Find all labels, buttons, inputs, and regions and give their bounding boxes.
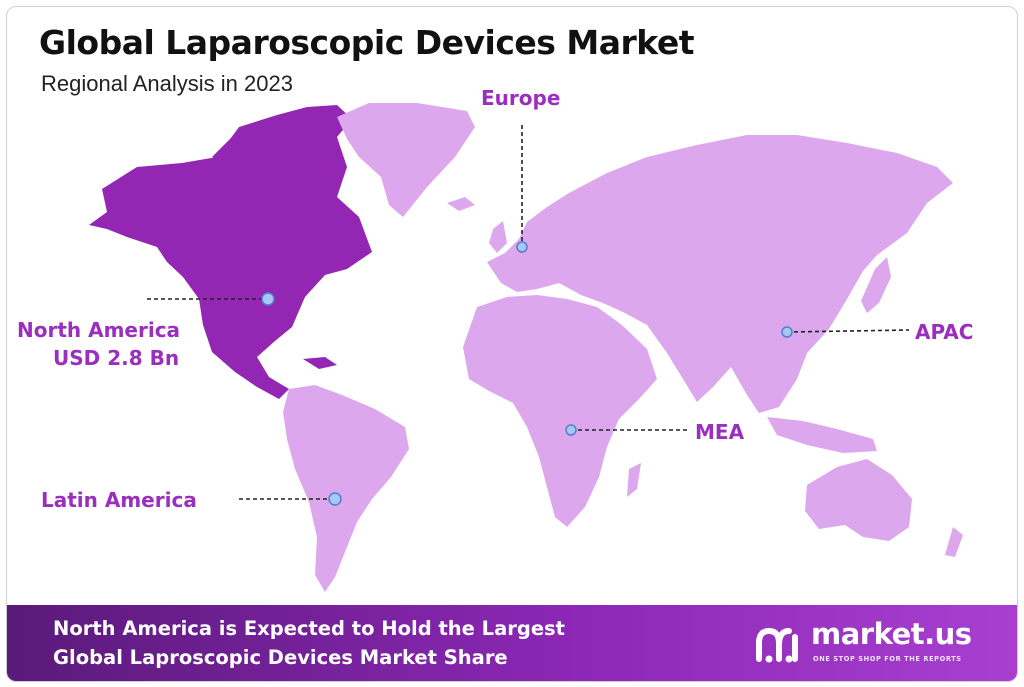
- apac-location-marker-icon: [781, 326, 793, 338]
- north-america-label: North America: [17, 318, 181, 342]
- europe-label: Europe: [481, 86, 561, 110]
- europe-location-marker-icon: [516, 241, 528, 253]
- new-zealand-landmass: [945, 527, 963, 557]
- brand-name: market.us: [811, 617, 972, 651]
- mea-location-marker-icon: [565, 424, 577, 436]
- madagascar-landmass: [627, 463, 641, 497]
- footer-line-1: North America is Expected to Hold the La…: [53, 617, 565, 640]
- north-america-landmass: [89, 105, 372, 399]
- north-america-location-marker-icon: [261, 292, 275, 306]
- market-us-logo-icon: [756, 627, 798, 663]
- brand-logo: market.us ONE STOP SHOP FOR THE REPORTS: [755, 617, 991, 669]
- north-america-value: USD 2.8 Bn: [53, 346, 180, 370]
- africa-landmass: [463, 295, 657, 527]
- apac-leader-line: [786, 329, 910, 333]
- latin-america-label: Latin America: [41, 488, 197, 512]
- world-map: [89, 103, 963, 592]
- page-subtitle: Regional Analysis in 2023: [41, 71, 293, 96]
- japan-landmass: [861, 257, 891, 313]
- mea-label: MEA: [695, 420, 745, 444]
- infographic-frame: Global Laparoscopic Devices Market Regio…: [6, 6, 1018, 682]
- greenland-arctic-islands: [212, 125, 269, 165]
- eurasia-landmass: [487, 135, 953, 413]
- brand-tagline: ONE STOP SHOP FOR THE REPORTS: [813, 655, 962, 663]
- latin-america-location-marker-icon: [328, 492, 342, 506]
- footer-message: North America is Expected to Hold the La…: [53, 614, 565, 672]
- footer-line-2: Global Laproscopic Devices Market Share: [53, 646, 508, 669]
- page-title: Global Laparoscopic Devices Market: [39, 23, 695, 62]
- apac-label: APAC: [915, 320, 974, 344]
- uk-landmass: [489, 221, 507, 253]
- southeast-asia-islands: [767, 417, 877, 453]
- iceland-landmass: [447, 197, 475, 211]
- footer-banner: North America is Expected to Hold the La…: [7, 605, 1017, 681]
- south-america-landmass: [283, 385, 409, 592]
- caribbean-islands: [303, 357, 337, 369]
- australia-landmass: [805, 459, 912, 541]
- greenland-landmass: [337, 103, 475, 217]
